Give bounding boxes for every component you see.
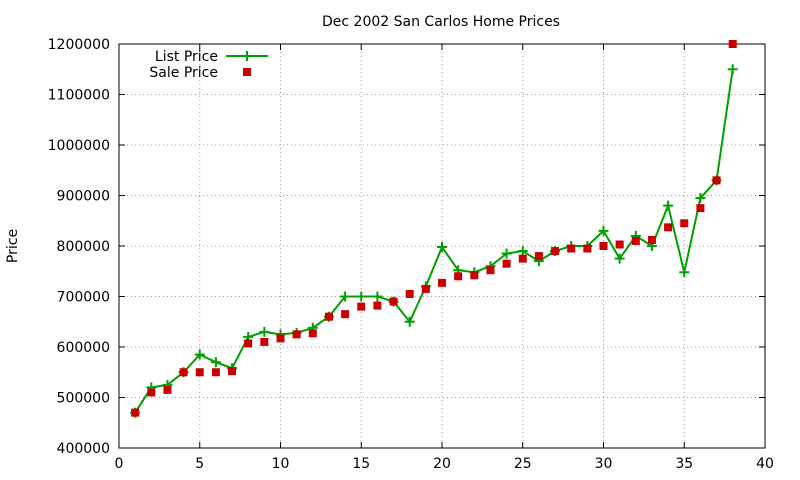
x-tick-label: 20 [433,456,451,472]
series-sale-price [131,40,737,417]
x-tick-label: 10 [272,456,290,472]
list-price-point [695,193,706,204]
sale-price-point [195,368,204,377]
sale-price-point [728,40,737,48]
sale-price-point [389,297,398,306]
sale-price-point [438,278,446,287]
y-tick-label: 900000 [57,189,110,205]
grid-lines [119,44,765,448]
x-tick-label: 25 [514,456,532,472]
x-tick-label: 40 [756,456,774,472]
y-tick-label: 1000000 [48,138,110,154]
sale-price-point [260,337,269,346]
sale-price-point [518,254,527,263]
sale-price-point [308,329,317,338]
sale-price-point [228,367,237,376]
legend-plus-marker [242,51,252,61]
series-list-price [130,64,738,418]
list-price-point [194,349,205,360]
legend-label: Sale Price [149,65,218,81]
y-tick-label: 400000 [57,441,110,457]
list-price-point [614,253,625,264]
list-price-point [210,357,221,368]
sale-price-point [244,339,253,348]
list-price-point [501,248,512,259]
sale-price-point [470,271,479,280]
y-tick-label: 700000 [57,290,110,306]
sale-price-point [599,242,608,250]
sale-price-point [341,310,350,319]
sale-price-point [486,266,495,275]
chart-title: Dec 2002 San Carlos Home Prices [322,14,560,30]
y-tick-label: 800000 [57,239,110,255]
y-axis-label: Price [5,229,21,263]
x-tick-label: 35 [675,456,693,472]
sale-price-point [324,312,333,321]
sale-price-point [163,385,172,394]
series-layer [130,40,738,418]
sale-price-point [712,176,721,185]
sale-price-point [664,223,673,232]
list-price-point [663,200,674,211]
list-price-point [356,291,367,302]
sale-price-point [680,219,689,228]
sale-price-point [534,252,543,261]
list-price-point [437,242,447,253]
list-price-point [372,291,383,302]
sale-price-point [405,289,414,298]
sale-price-point [357,302,366,311]
sale-price-point [647,235,656,244]
sale-price-point [179,368,188,377]
sale-price-point [583,244,592,253]
list-price-point [517,246,528,257]
sale-price-point [551,247,560,256]
y-tick-label: 1200000 [48,37,110,53]
sale-price-point [696,204,705,213]
legend-square-swatch [243,68,251,76]
list-price-point [404,316,415,327]
y-axis-ticks: 400000 500000 600000 700000 800000 900000 1000… [48,37,765,457]
sale-price-point [454,272,463,281]
list-price-point [727,64,738,75]
y-tick-label: 500000 [57,391,110,407]
sale-price-point [211,368,220,377]
list-price-line [134,69,734,414]
legend-label: List Price [155,49,218,65]
sale-price-point [292,330,301,339]
list-price-point [340,291,351,302]
sale-price-point [373,301,382,310]
list-price-point [259,326,270,337]
y-tick-label: 1100000 [48,88,110,104]
sale-price-point [615,240,624,249]
sale-price-point [631,236,640,245]
sale-price-point [276,334,285,343]
sale-price-point [421,284,430,293]
sale-price-point [567,244,576,253]
sale-price-point [131,408,140,417]
list-price-point [679,267,690,278]
x-tick-label: 30 [595,456,613,472]
sale-price-point [147,388,156,397]
list-price-point [598,225,609,236]
x-tick-label: 0 [115,456,124,472]
y-tick-label: 600000 [57,340,110,356]
x-axis-ticks: 0 5 10 15 20 25 30 35 40 [115,44,774,472]
x-tick-label: 15 [352,456,370,472]
sale-price-point [502,259,511,268]
x-tick-label: 5 [195,456,204,472]
